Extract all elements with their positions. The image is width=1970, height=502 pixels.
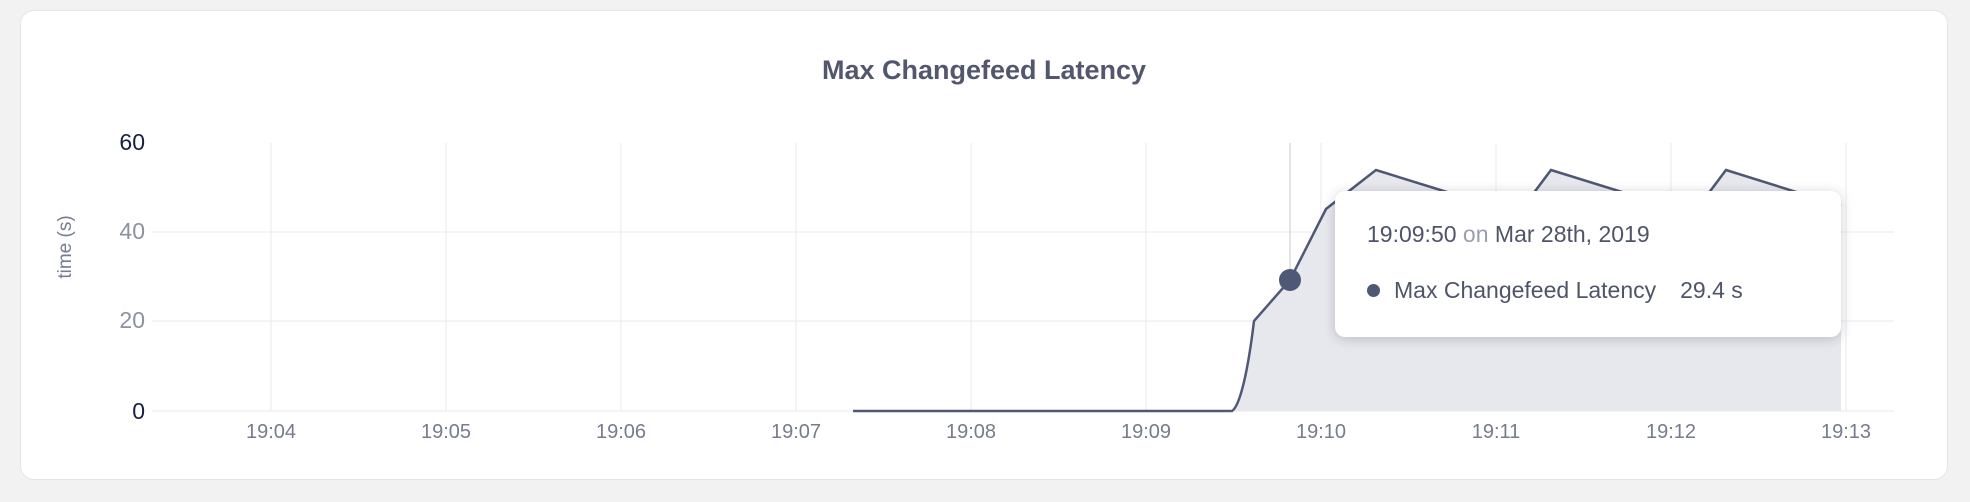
svg-text:19:11: 19:11 — [1472, 421, 1521, 443]
svg-text:19:04: 19:04 — [246, 421, 296, 443]
svg-text:19:05: 19:05 — [421, 421, 471, 443]
svg-text:0: 0 — [132, 398, 145, 424]
svg-text:19:10: 19:10 — [1296, 421, 1346, 443]
svg-text:19:12: 19:12 — [1646, 421, 1696, 443]
svg-text:19:07: 19:07 — [771, 421, 821, 443]
svg-text:19:09: 19:09 — [1121, 421, 1171, 443]
svg-text:60: 60 — [119, 129, 145, 155]
svg-text:19:06: 19:06 — [596, 421, 646, 443]
svg-text:40: 40 — [119, 218, 145, 244]
svg-text:19:13: 19:13 — [1821, 421, 1871, 443]
svg-text:20: 20 — [119, 307, 145, 333]
svg-text:19:08: 19:08 — [946, 421, 996, 443]
